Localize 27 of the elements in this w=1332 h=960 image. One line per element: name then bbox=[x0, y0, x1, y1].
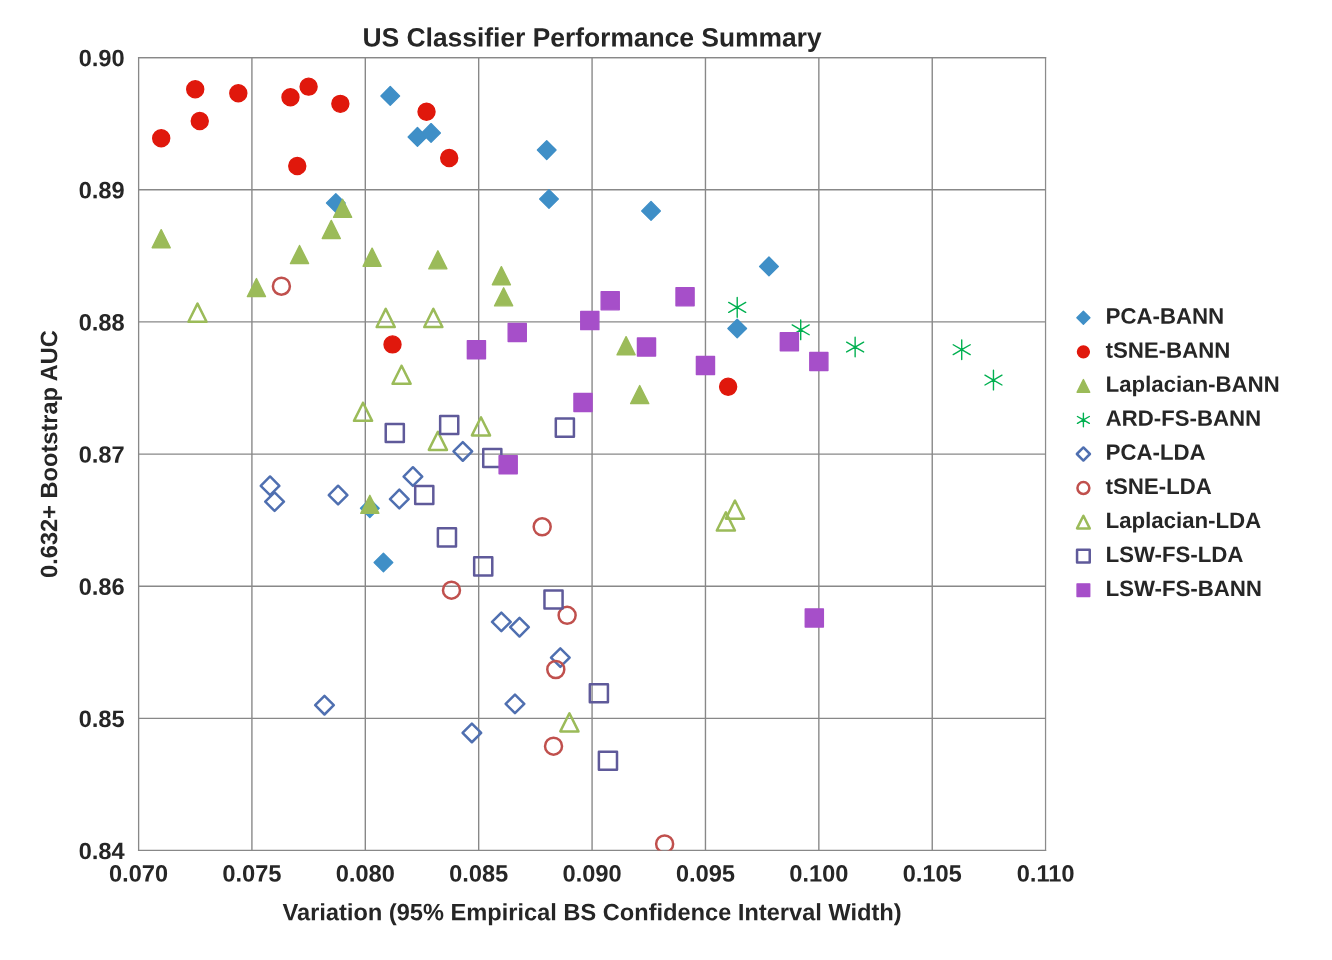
x-tick-label: 0.070 bbox=[109, 865, 168, 882]
y-tick-label: 0.88 bbox=[79, 313, 124, 331]
legend-label: LSW-FS-BANN bbox=[1107, 580, 1261, 597]
x-tick-label: 0.075 bbox=[223, 865, 281, 882]
x-tick-label: 0.105 bbox=[903, 865, 962, 882]
y-tick-label: 0.90 bbox=[79, 49, 124, 67]
y-tick-label: 0.86 bbox=[79, 578, 124, 596]
y-tick-label: 0.85 bbox=[79, 710, 124, 728]
x-axis-title: Variation (95% Empirical BS Confidence Interval Width) bbox=[282, 903, 901, 926]
x-tick-label: 0.100 bbox=[790, 865, 848, 882]
x-tick-label: 0.095 bbox=[676, 865, 735, 882]
legend-label: Laplacian-LDA bbox=[1107, 511, 1261, 533]
legend-label: tSNE-LDA bbox=[1105, 478, 1212, 495]
chart-title: US Classifier Performance Summary bbox=[364, 27, 822, 52]
x-tick-label: 0.090 bbox=[563, 865, 621, 882]
legend-label: tSNE-BANN bbox=[1105, 342, 1229, 358]
y-axis-title: 0.632+ Bootstrap AUC bbox=[40, 330, 63, 578]
x-tick-label: 0.110 bbox=[1017, 865, 1074, 882]
legend-label: PCA-BANN bbox=[1107, 308, 1223, 324]
y-tick-label: 0.84 bbox=[79, 842, 125, 860]
legend-label: PCA-LDA bbox=[1107, 444, 1206, 461]
y-tick-label: 0.89 bbox=[79, 181, 124, 199]
x-tick-label: 0.085 bbox=[450, 865, 508, 882]
legend-label: Laplacian-BANN bbox=[1107, 375, 1279, 397]
legend-label: LSW-FS-LDA bbox=[1107, 546, 1243, 563]
y-tick-label: 0.87 bbox=[79, 446, 124, 463]
x-tick-label: 0.080 bbox=[336, 865, 394, 882]
